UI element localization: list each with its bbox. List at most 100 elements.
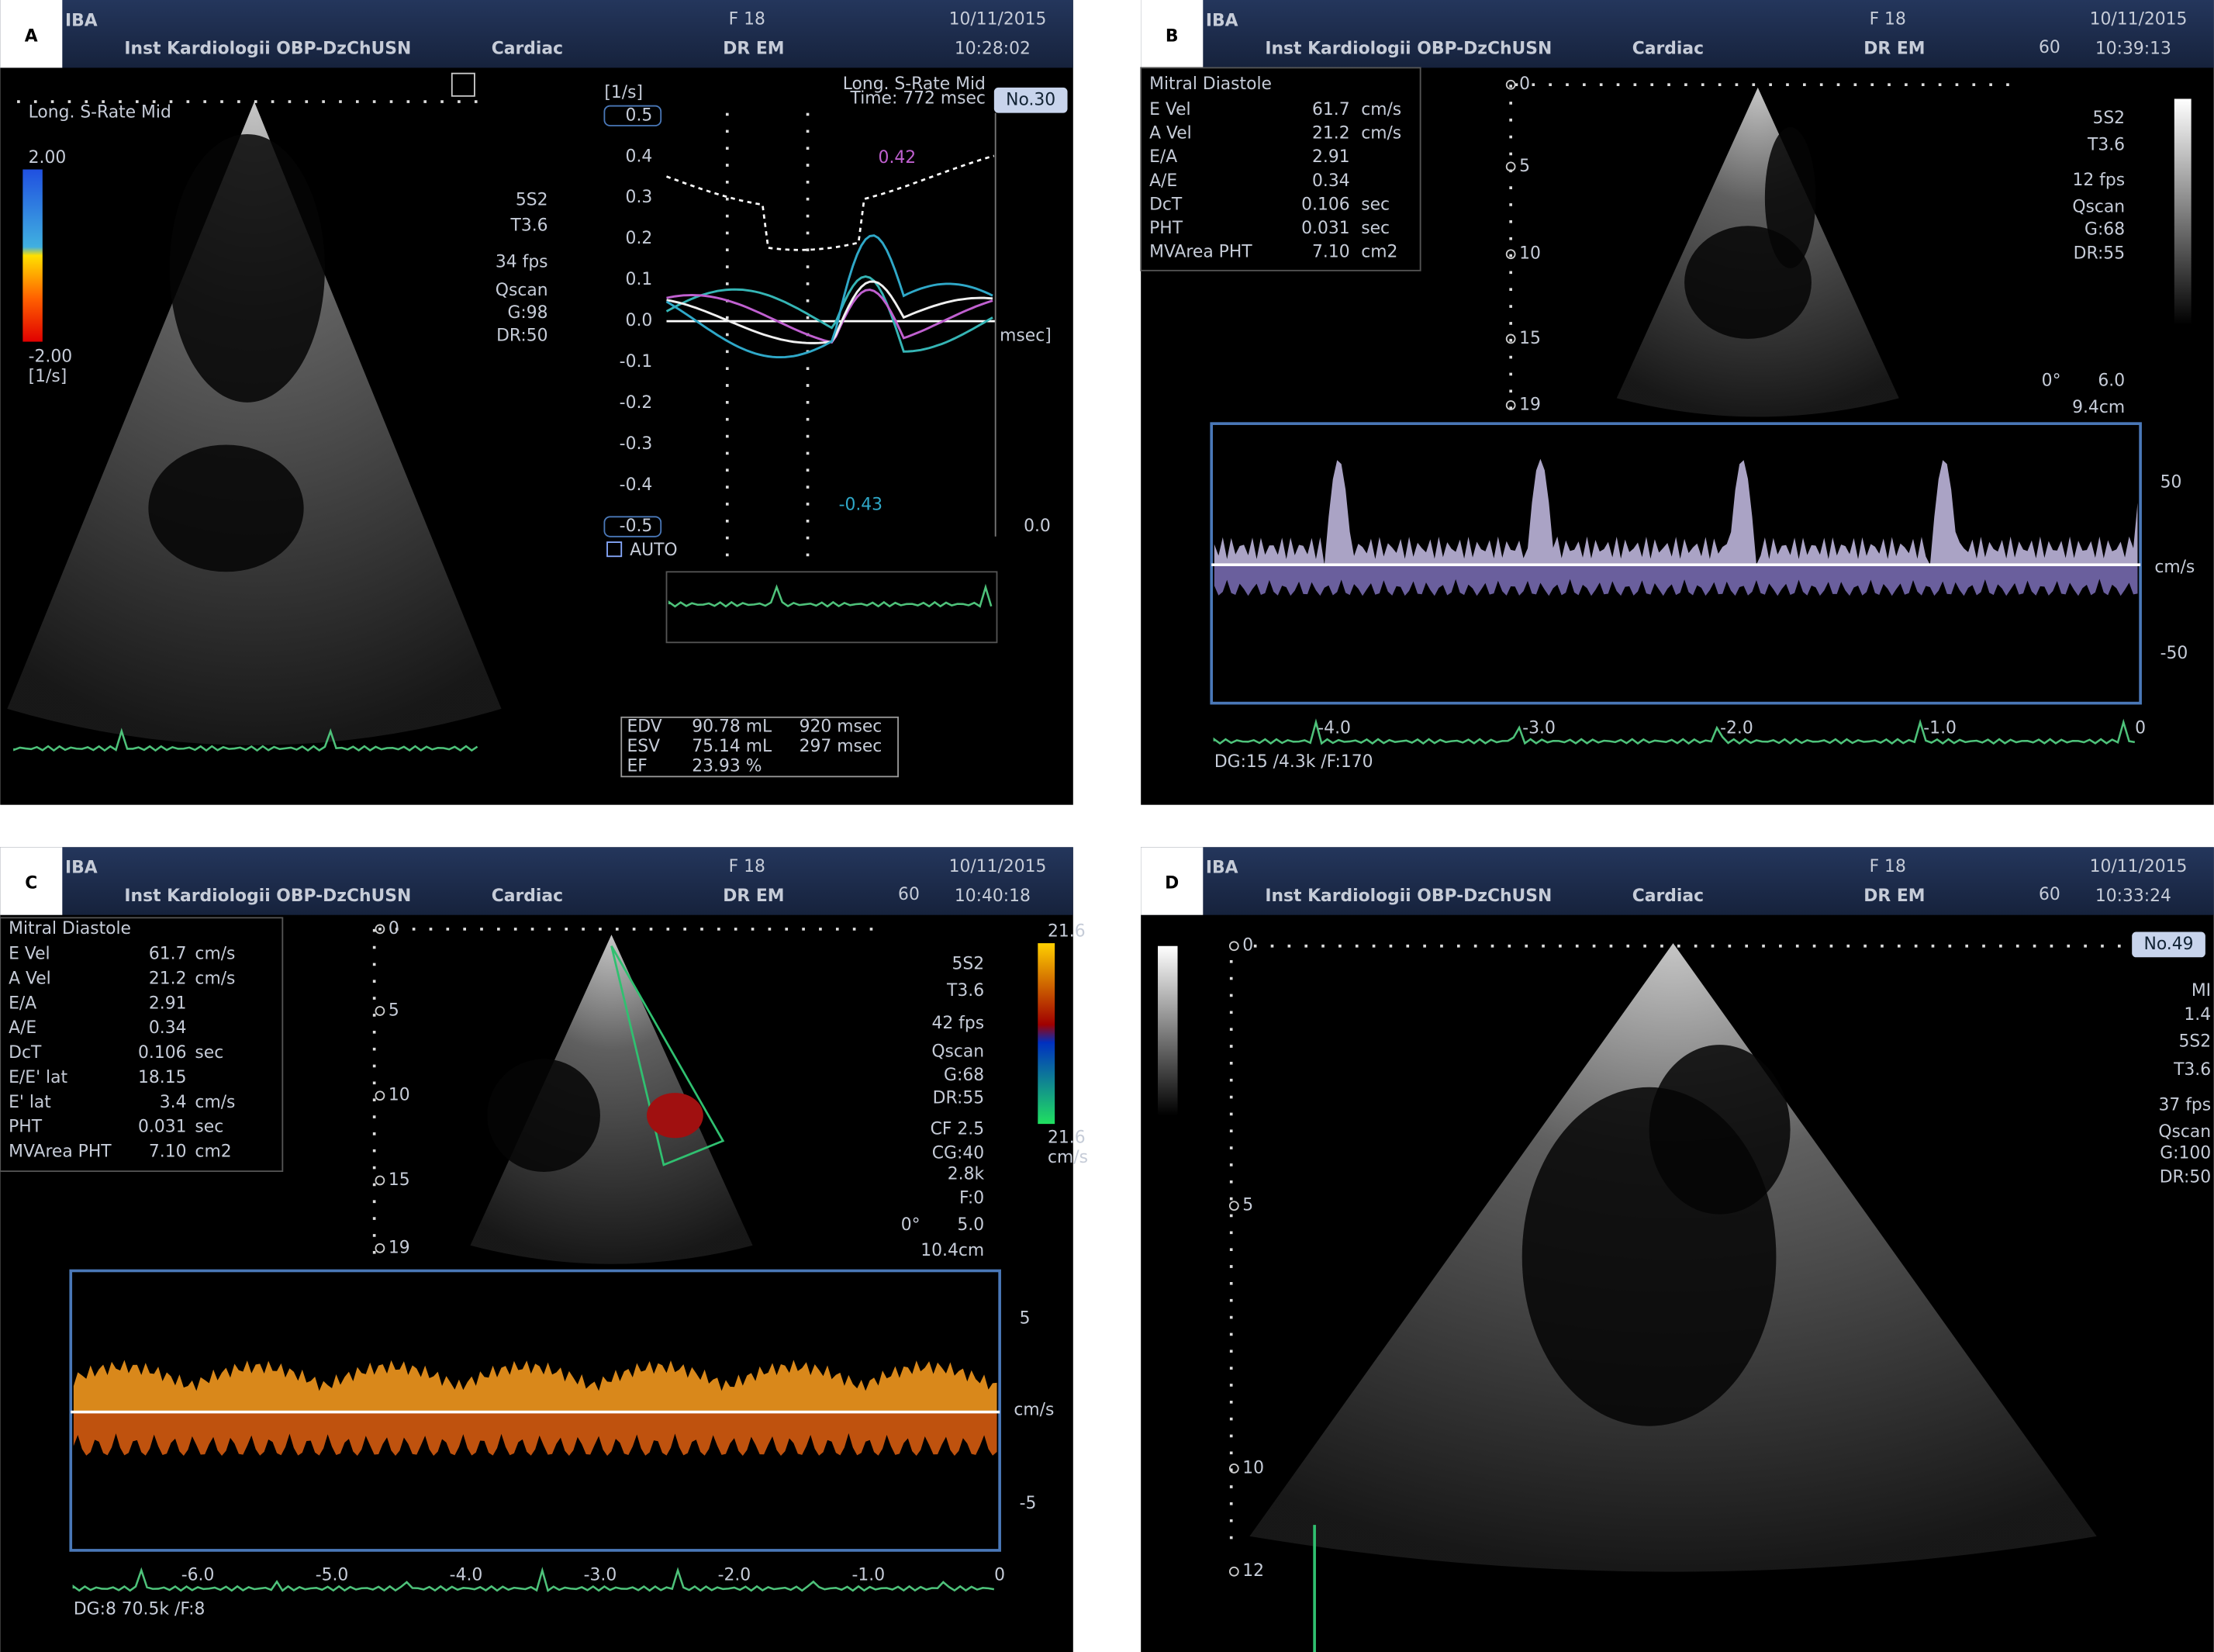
plot-y-tick-label: 0.3 — [626, 188, 653, 207]
result-cell: EDV — [627, 717, 662, 737]
depth-tick-label: 19 — [1519, 395, 1541, 414]
depth-tick-label: 15 — [1519, 329, 1541, 348]
chamber — [1649, 1045, 1791, 1215]
doppler-x-tick-label: -6.0 — [181, 1566, 215, 1585]
time: 10:33:24 — [2095, 886, 2171, 906]
ecg-trace — [13, 728, 478, 752]
doppler-x-tick-label: 0 — [2135, 718, 2146, 738]
doppler-x-tick-label: -1.0 — [1923, 718, 1957, 738]
setting: Qscan — [2072, 198, 2125, 217]
measurement-box — [1140, 67, 1421, 271]
setting: G:100 — [2160, 1143, 2211, 1163]
result-cell: 920 msec — [800, 717, 882, 737]
color-scale — [1038, 943, 1055, 1125]
measurement-value: 0.106 — [1301, 195, 1350, 214]
result-cell: ESV — [627, 737, 661, 756]
result-cell: 23.93 % — [692, 757, 762, 776]
panel-a: IBA Inst Kardiologii OBP-DzChUSN Cardiac F … — [0, 0, 1073, 805]
measurement-value: 0.031 — [1301, 219, 1350, 238]
measurement-value: 21.2 — [1312, 124, 1350, 143]
doppler-y-tick-label: cm/s — [1014, 1401, 1054, 1420]
time: 10:39:13 — [2095, 40, 2171, 59]
doppler-x-tick-label: -2.0 — [1720, 718, 1753, 738]
measurement-unit: cm/s — [195, 969, 235, 989]
doppler-spectrum — [73, 1360, 997, 1412]
depth-tick-label: 5 — [389, 1001, 399, 1020]
brand: IBA — [65, 11, 98, 30]
depth-tick-label: 10 — [1519, 244, 1541, 264]
doppler-footer: DG:8 70.5k /F:8 — [74, 1599, 206, 1619]
setting: 12 fps — [2072, 171, 2125, 190]
label-box — [0, 847, 63, 915]
depth: 9.4cm — [2072, 398, 2125, 417]
doppler-x-tick-label: 0 — [994, 1566, 1005, 1585]
gray-scale — [2174, 98, 2192, 325]
ultrasound-sector — [7, 102, 502, 745]
setting: G:68 — [2084, 220, 2125, 240]
depth-tick-label: 5 — [1242, 1196, 1253, 1215]
x-unit: msec] — [1000, 326, 1052, 345]
depth-marker — [1505, 161, 1516, 172]
date: 10/11/2015 — [949, 857, 1047, 876]
plot-y-tick-label: 0.1 — [626, 270, 653, 289]
brand: IBA — [1206, 859, 1238, 878]
setting: 2.8k — [948, 1165, 985, 1184]
depth-tick-label: 0 — [1242, 936, 1253, 956]
frame-rate: 60 — [2039, 38, 2060, 57]
doppler-y-tick-label: cm/s — [2154, 558, 2195, 577]
doppler-x-tick-label: -2.0 — [718, 1566, 751, 1585]
strain-curve — [665, 275, 993, 353]
measurement-name: PHT — [9, 1118, 43, 1137]
doppler-x-tick-label: -5.0 — [316, 1566, 349, 1585]
setting: T3.6 — [946, 981, 984, 1001]
measurement-name: E/A — [9, 994, 36, 1013]
auto-label: AUTO — [630, 541, 677, 560]
measurement-name: DcT — [9, 1043, 42, 1063]
setting: CF 2.5 — [931, 1119, 984, 1139]
operator: DR EM — [723, 40, 784, 59]
color-scale-unit: cm/s — [1048, 1148, 1088, 1167]
setting: Qscan — [931, 1042, 984, 1061]
measurement-value: 2.91 — [149, 994, 187, 1013]
measurement-name: PHT — [1149, 219, 1183, 238]
time: 10:40:18 — [955, 886, 1031, 906]
plot-title: Long. S-Rate Mid — [843, 74, 986, 94]
doppler-y-tick-label: -50 — [2160, 644, 2188, 663]
image-title: Long. S-Rate Mid — [29, 103, 171, 123]
panel-label: B — [1166, 26, 1179, 46]
plot-y-tick-label: 0.0 — [626, 311, 653, 330]
measurement-unit: sec — [1361, 219, 1390, 238]
color-scale-min: 21.6 — [1048, 1128, 1086, 1147]
strain-curve — [665, 234, 993, 359]
depth-marker — [375, 1242, 385, 1253]
setting: 5S2 — [952, 954, 984, 973]
ecg-trace — [668, 583, 993, 608]
color-scale — [22, 169, 43, 342]
measurement-title: Mitral Diastole — [1149, 74, 1272, 94]
measurement-value: 61.7 — [149, 945, 187, 964]
color-scale-max: 2.00 — [29, 148, 67, 168]
brand: IBA — [65, 859, 98, 878]
measurement-value: 2.91 — [1312, 147, 1350, 167]
panel-label: C — [25, 874, 37, 893]
measurement-value: 0.031 — [138, 1118, 187, 1137]
peak-label: 0.42 — [879, 148, 917, 168]
depth-tick-label: 12 — [1242, 1561, 1264, 1581]
frame-number: No.49 — [2144, 935, 2194, 954]
patient: F 18 — [729, 9, 765, 29]
frame-rate: 60 — [2039, 885, 2060, 904]
plot-y-tick-label: 0.5 — [626, 105, 653, 125]
measurement-value: 0.34 — [1312, 171, 1350, 191]
depth-marker — [1505, 400, 1516, 410]
checkbox — [606, 541, 623, 558]
measurement-value: 7.10 — [1312, 243, 1350, 262]
depth-marker — [1228, 1463, 1239, 1474]
setting: Qscan — [2158, 1122, 2211, 1142]
angle: 0° — [2042, 372, 2061, 391]
measurement-name: E/A — [1149, 147, 1177, 167]
measurement-name: E Vel — [1149, 100, 1190, 119]
result-cell: 297 msec — [800, 737, 882, 756]
setting: G:98 — [508, 303, 548, 323]
tick-box — [603, 105, 662, 126]
